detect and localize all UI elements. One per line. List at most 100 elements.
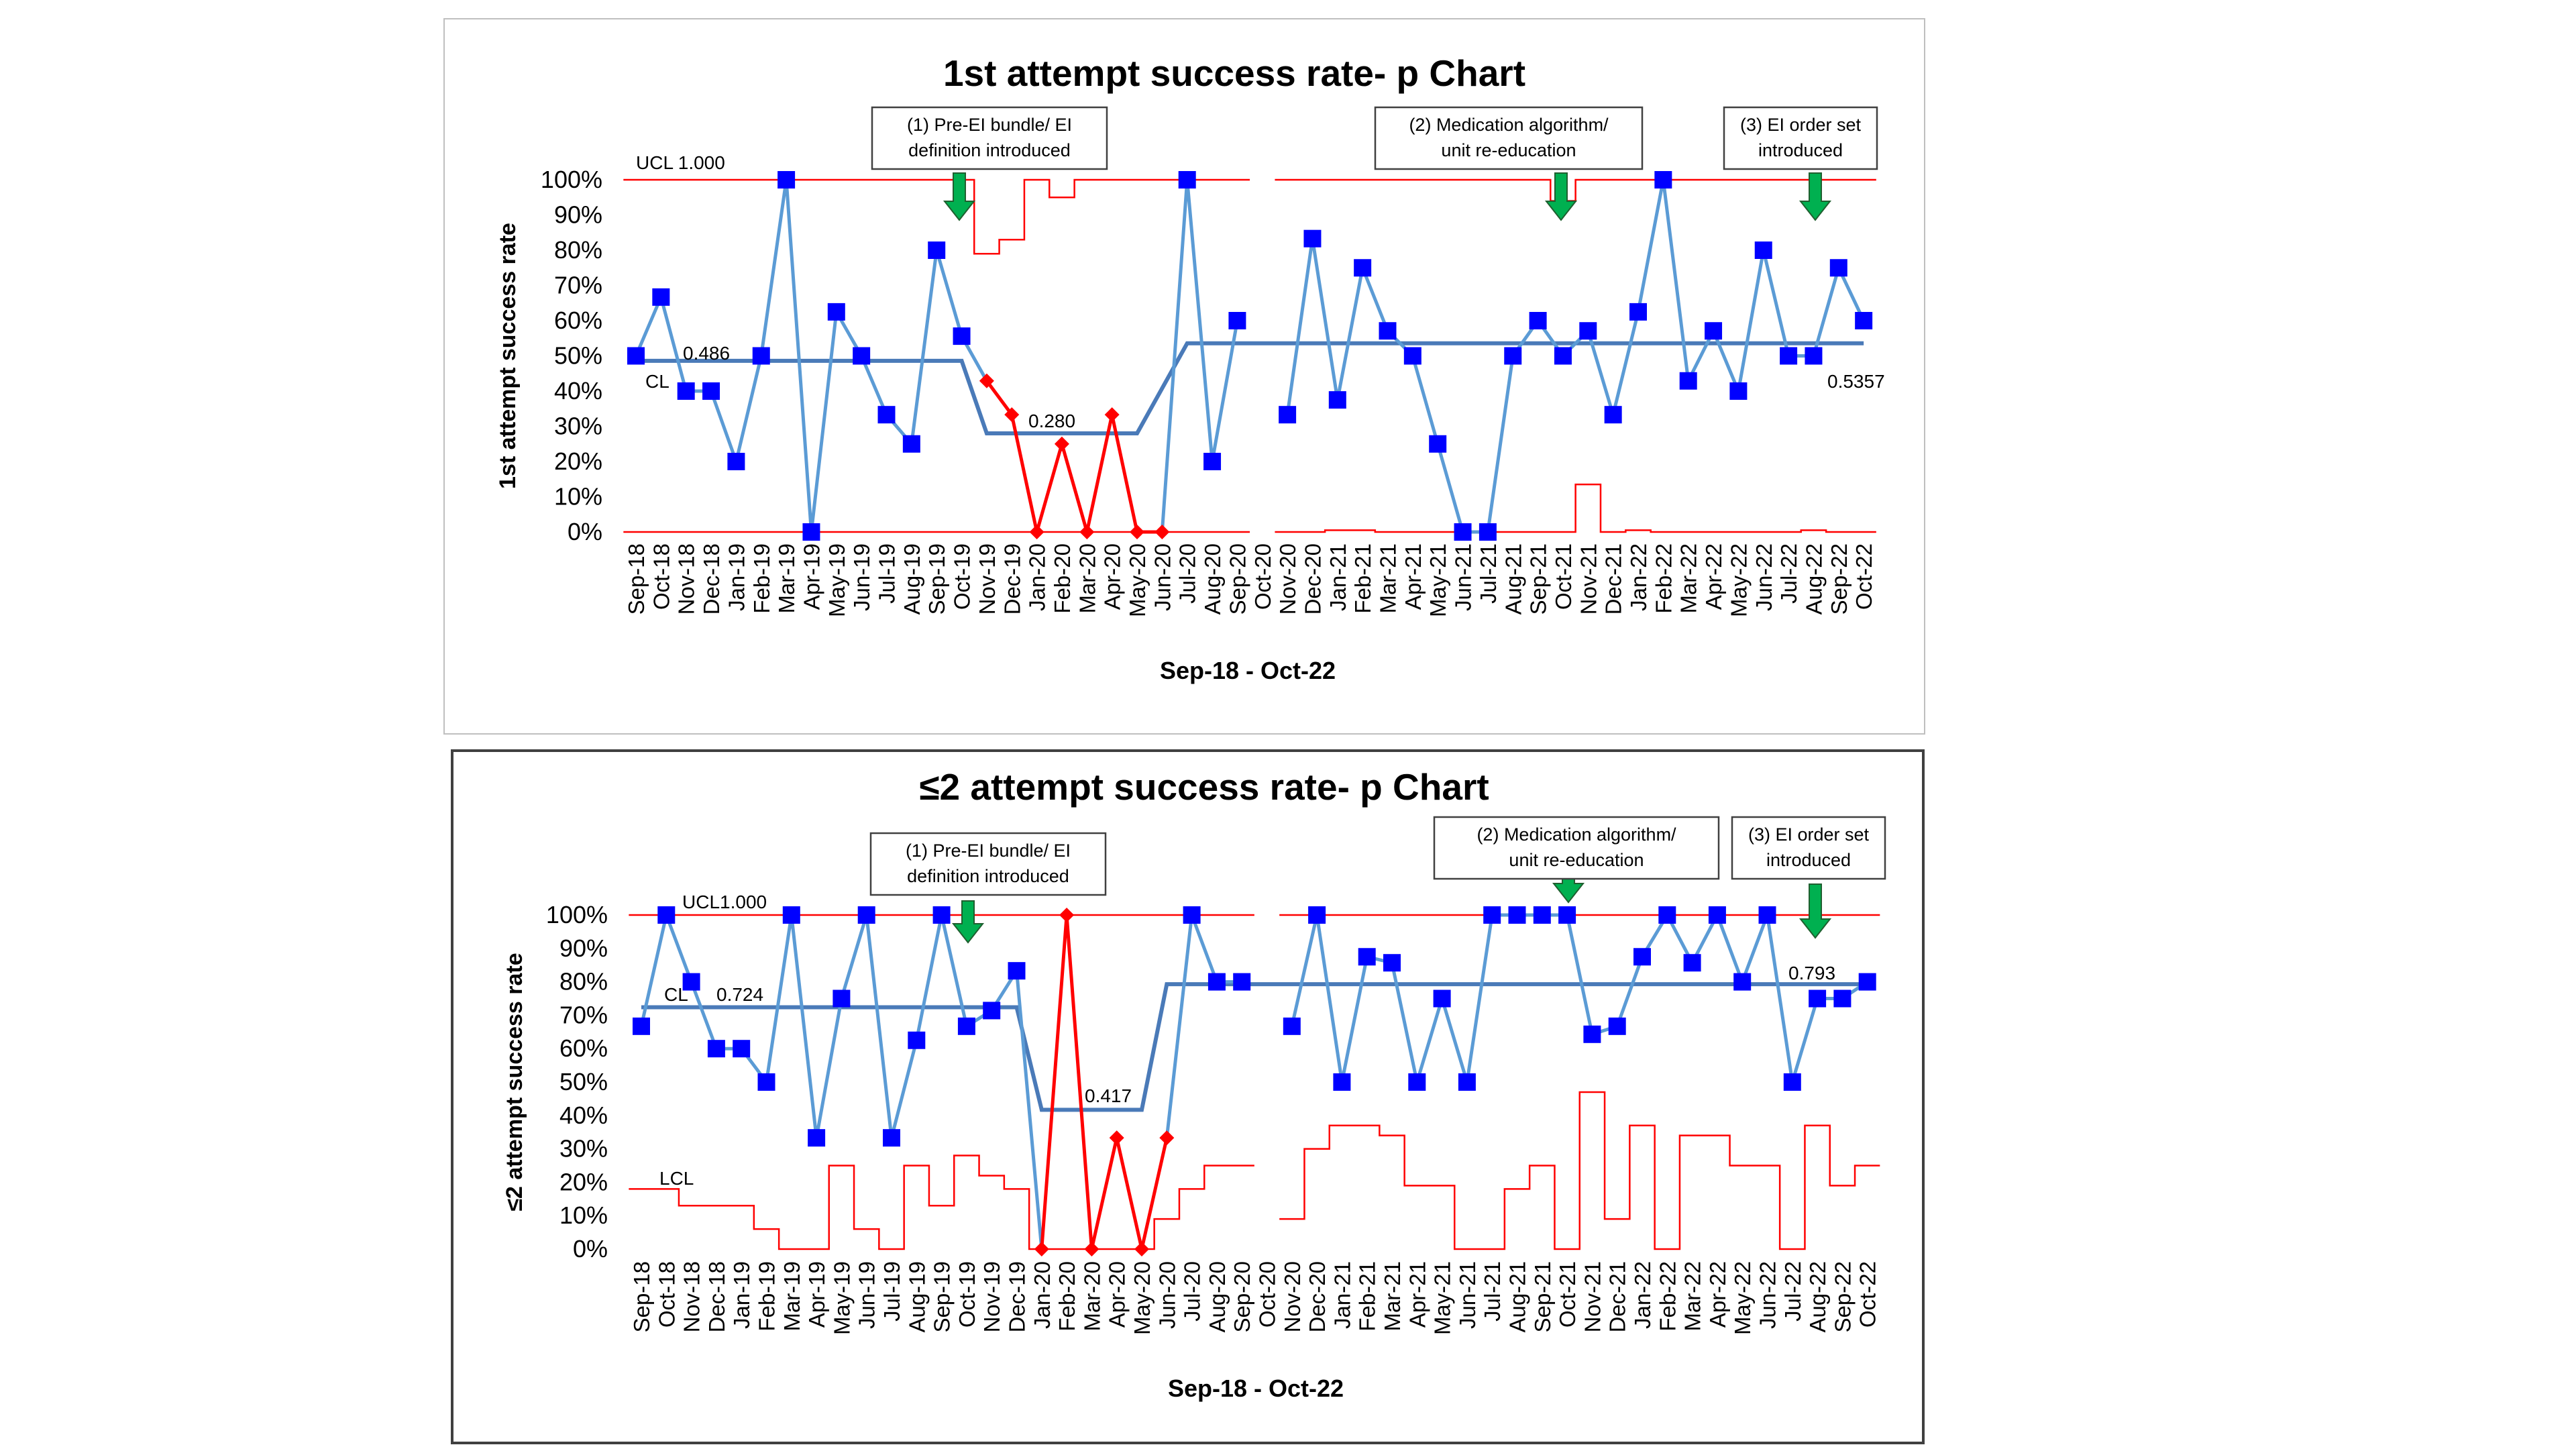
x-tick-label: May-22: [1726, 543, 1751, 617]
data-line: [639, 913, 1869, 1250]
special-cause-point: [1134, 1242, 1149, 1256]
data-point: [928, 241, 946, 259]
x-tick-label: Jul-19: [879, 1261, 904, 1322]
x-tick-label: Mar-22: [1680, 1261, 1705, 1332]
data-point: [857, 906, 875, 924]
data-point: [802, 523, 820, 541]
annotation-3: (3) EI order set introduced: [1731, 816, 1886, 939]
x-tick-label: Jun-19: [849, 543, 874, 611]
data-point: [1733, 973, 1752, 991]
x-tick-label: Dec-19: [1005, 1261, 1030, 1332]
x-tick-label: Oct-19: [950, 543, 975, 610]
x-tick-label: Jun-21: [1451, 543, 1476, 611]
data-point: [1705, 322, 1723, 340]
x-tick-label: Sep-18: [629, 1261, 654, 1332]
data-point: [1583, 1025, 1601, 1043]
x-tick-label: Jul-19: [875, 543, 900, 604]
data-point: [1529, 312, 1547, 329]
annotation-text: unit re-education: [1509, 850, 1644, 870]
x-tick-label: Nov-18: [674, 543, 699, 614]
y-tick-label: 20%: [554, 447, 602, 475]
annotation-text: definition introduced: [907, 866, 1069, 886]
data-point: [1358, 948, 1376, 966]
x-tick-label: Nov-20: [1280, 1261, 1305, 1332]
special-cause-point: [1104, 407, 1120, 423]
x-tick-label: Aug-19: [900, 543, 924, 614]
data-point: [1308, 906, 1326, 924]
x-tick-label: Sep-20: [1225, 543, 1250, 614]
data-point: [1454, 523, 1472, 541]
annotation-text: (2) Medication algorithm/: [1409, 115, 1609, 135]
data-point: [1508, 906, 1526, 924]
y-tick-label: 30%: [559, 1135, 608, 1163]
data-point: [808, 1129, 826, 1147]
annotation-text: unit re-education: [1441, 140, 1576, 160]
data-point: [1178, 171, 1196, 189]
data-point: [853, 347, 871, 365]
data-point: [1558, 906, 1576, 924]
x-tick-label: Jan-21: [1326, 543, 1350, 611]
data-point: [1429, 435, 1447, 453]
data-point: [1780, 347, 1798, 365]
data-point: [727, 453, 745, 470]
x-tick-label: Dec-18: [699, 543, 724, 614]
data-point: [1654, 171, 1672, 189]
data-point: [957, 1017, 975, 1035]
x-tick-label: Apr-20: [1100, 543, 1125, 610]
data-point: [983, 1002, 1001, 1020]
special-cause-point: [1109, 1130, 1124, 1146]
data-point: [1783, 1073, 1801, 1091]
special-cause-point: [1054, 436, 1069, 451]
y-tick-label: 0%: [573, 1235, 608, 1263]
ucl-label: UCL1.000: [682, 892, 767, 912]
x-tick-label: Mar-22: [1676, 543, 1701, 614]
x-tick-label: Dec-21: [1601, 543, 1626, 614]
y-tick-label: 80%: [554, 236, 602, 264]
x-tick-label: Aug-21: [1501, 543, 1525, 614]
data-point: [1604, 406, 1622, 424]
x-tick-label: Feb-21: [1355, 1261, 1380, 1332]
y-tick-label: 70%: [559, 1001, 608, 1028]
ucl-label: UCL 1.000: [636, 152, 725, 173]
annotation-box: [1433, 816, 1720, 880]
annotation-text: introduced: [1766, 850, 1851, 870]
data-point: [1383, 954, 1401, 972]
annotation-text: introduced: [1758, 140, 1843, 160]
cl-label: CL: [664, 984, 688, 1005]
y-tick-label: 50%: [559, 1068, 608, 1095]
annotation-box: [871, 106, 1108, 170]
x-tick-label: Feb-19: [755, 1261, 780, 1332]
special-cause-point: [1130, 525, 1144, 539]
data-point: [733, 1040, 751, 1058]
data-point: [1579, 322, 1597, 340]
data-point: [1479, 523, 1497, 541]
data-point: [1809, 989, 1827, 1008]
data-point: [1279, 406, 1297, 424]
data-point: [1228, 312, 1246, 329]
x-tick-label: Sep-22: [1827, 543, 1851, 614]
chart-title: ≤2 attempt success rate- p Chart: [919, 766, 1489, 808]
down-arrow-icon: [1799, 172, 1832, 221]
data-point: [953, 327, 971, 345]
lcl-label: LCL: [659, 1168, 694, 1189]
data-point: [757, 1073, 775, 1091]
y-tick-label: 60%: [559, 1034, 608, 1062]
x-tick-label: Jan-19: [729, 1261, 754, 1329]
x-tick-label: Oct-21: [1555, 1261, 1580, 1328]
data-point: [777, 171, 796, 189]
annotation-1: (1) Pre-EI bundle/ EI definition introduc…: [871, 106, 1108, 221]
data-point: [1855, 312, 1873, 329]
data-point: [1504, 347, 1522, 365]
special-cause-point: [1029, 525, 1044, 539]
x-tick-label: May-20: [1130, 1261, 1155, 1335]
x-tick-label: Apr-22: [1705, 1261, 1730, 1328]
data-point: [782, 906, 800, 924]
y-tick-label: 40%: [559, 1102, 608, 1129]
data-point: [1203, 453, 1222, 470]
x-tick-label: Aug-22: [1805, 1261, 1830, 1332]
x-tick-label: Apr-19: [799, 543, 824, 610]
x-tick-label: Sep-19: [924, 543, 949, 614]
annotation-1: (1) Pre-EI bundle/ EI definition introduc…: [869, 832, 1107, 944]
x-tick-label: Apr-20: [1105, 1261, 1130, 1328]
data-point: [633, 1017, 650, 1035]
